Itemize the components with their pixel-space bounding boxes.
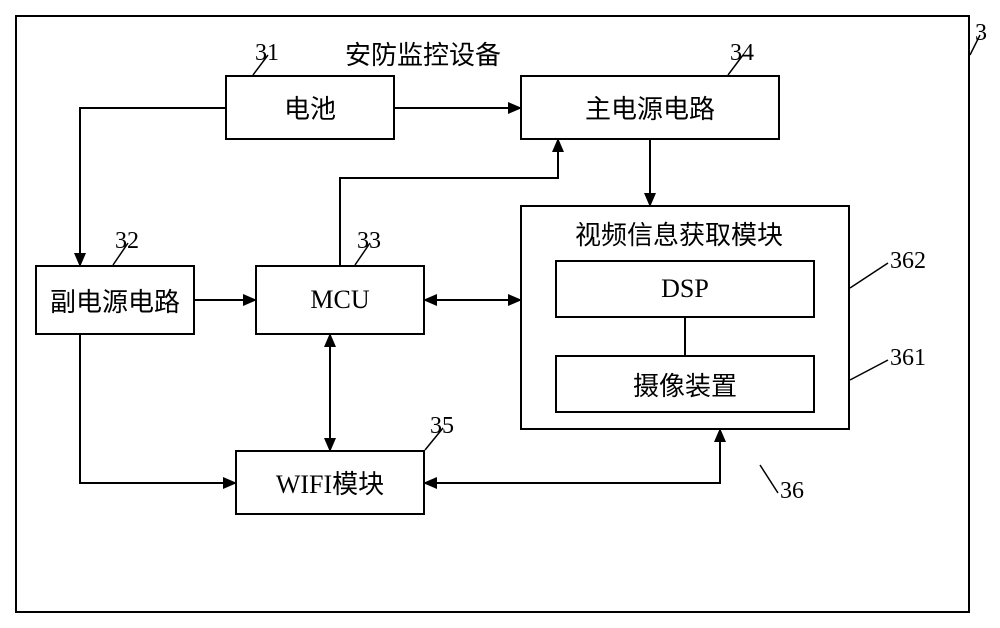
node-battery-label: 电池: [284, 89, 336, 126]
ref-361: 361: [890, 345, 926, 372]
node-wifi: WIFI模块: [235, 450, 425, 515]
diagram-canvas: 安防监控设备 电池 主电源电路 副电源电路 MCU WIFI模块 视频信息获取模…: [0, 0, 1000, 628]
node-dsp: DSP: [555, 260, 815, 318]
ref-34: 34: [730, 40, 754, 67]
node-main-power-label: 主电源电路: [585, 89, 715, 126]
ref-362: 362: [890, 248, 926, 275]
node-video-module-label: 视频信息获取模块: [575, 215, 783, 252]
ref-36: 36: [780, 478, 804, 505]
ref-35: 35: [430, 413, 454, 440]
node-aux-power: 副电源电路: [35, 265, 195, 335]
node-dsp-label: DSP: [661, 274, 709, 304]
ref-31: 31: [255, 40, 279, 67]
ref-33: 33: [357, 228, 381, 255]
node-mcu: MCU: [255, 265, 425, 335]
node-wifi-label: WIFI模块: [276, 464, 384, 501]
ref-32: 32: [115, 228, 139, 255]
node-camera: 摄像装置: [555, 355, 815, 413]
ref-3: 3: [975, 20, 987, 47]
node-battery: 电池: [225, 75, 395, 140]
node-aux-power-label: 副电源电路: [50, 282, 180, 319]
node-mcu-label: MCU: [310, 285, 369, 315]
diagram-title: 安防监控设备: [345, 35, 501, 72]
node-camera-label: 摄像装置: [633, 366, 737, 403]
node-main-power: 主电源电路: [520, 75, 780, 140]
